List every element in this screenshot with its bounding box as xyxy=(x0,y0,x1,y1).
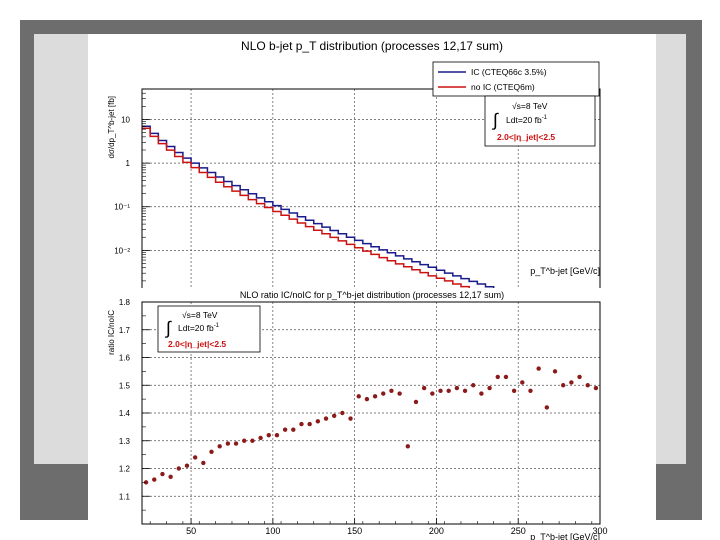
top-y-tick-label: 10⁻² xyxy=(114,246,130,255)
ratio-point xyxy=(569,380,574,385)
ratio-point xyxy=(413,399,419,405)
top-legend: IC (CTEQ66c 3.5%) no IC (CTEQ6m) xyxy=(432,61,600,97)
ratio-point xyxy=(192,455,198,460)
ratio-point xyxy=(593,385,599,391)
top-annotation-lumi: Ldt=20 fb-1 xyxy=(506,115,548,125)
ratio-point xyxy=(201,460,206,466)
bottom-x-tick-label: 200 xyxy=(429,526,444,536)
bottom-y-tick-label: 1.8 xyxy=(119,298,131,307)
ratio-point xyxy=(274,433,280,438)
ratio-point xyxy=(405,444,411,449)
ratio-point xyxy=(340,410,345,416)
bottom-annotation-energy: √s=8 TeV xyxy=(182,310,218,320)
top-y-tick-label: 10⁻¹ xyxy=(114,203,130,212)
ratio-point xyxy=(454,385,460,391)
ratio-point xyxy=(421,385,427,391)
ratio-point xyxy=(299,421,304,427)
bottom-y-tick-label: 1.3 xyxy=(119,437,131,446)
figure: NLO b-jet p_T distribution (processes 12… xyxy=(88,34,656,540)
ratio-point xyxy=(438,388,443,393)
bottom-y-tick-label: 1.2 xyxy=(119,465,131,474)
top-annotation-integral: ∫ xyxy=(491,110,499,130)
top-y-tick-label: 1 xyxy=(126,159,131,168)
top-annotation-eta: 2.0<|η_jet|<2.5 xyxy=(497,132,555,142)
ratio-point xyxy=(250,438,255,443)
top-series-ic xyxy=(142,125,495,288)
ratio-point xyxy=(487,385,492,391)
ratio-point xyxy=(364,396,370,402)
ratio-point xyxy=(511,388,517,393)
ratio-point xyxy=(552,369,558,374)
top-series-noic xyxy=(142,127,470,288)
bottom-y-tick-label: 1.1 xyxy=(119,492,131,501)
ratio-point xyxy=(217,444,222,449)
bottom-annotation-lumi: Ldt=20 fb-1 xyxy=(178,323,220,333)
ratio-point xyxy=(544,405,550,410)
ratio-point xyxy=(258,435,263,441)
bottom-x-tick-label: 300 xyxy=(592,526,607,536)
ratio-point xyxy=(348,416,353,421)
ratio-point xyxy=(356,394,361,399)
ratio-point xyxy=(381,391,386,396)
legend-ic-label: IC (CTEQ66c 3.5%) xyxy=(471,67,547,77)
ratio-point xyxy=(560,383,566,388)
ratio-point xyxy=(242,438,247,443)
top-x-axis-label: p_T^b-jet [GeV/c] xyxy=(530,266,600,276)
ratio-point xyxy=(266,433,271,438)
ratio-point xyxy=(503,374,509,380)
ratio-point xyxy=(291,427,296,432)
ratio-point xyxy=(168,474,173,480)
ratio-point xyxy=(143,480,149,485)
top-y-tick-label: 10 xyxy=(121,115,130,124)
bottom-x-tick-label: 250 xyxy=(511,526,526,536)
bottom-y-tick-label: 1.4 xyxy=(119,409,131,418)
ratio-point xyxy=(528,388,533,393)
bottom-x-tick-label: 100 xyxy=(265,526,280,536)
bottom-y-axis-label: ratio IC/noIC xyxy=(107,310,116,355)
ratio-point xyxy=(152,477,157,482)
top-annotation-energy: √s=8 TeV xyxy=(512,101,548,111)
ratio-point xyxy=(389,388,394,393)
legend-noic-label: no IC (CTEQ6m) xyxy=(471,82,535,92)
ratio-point xyxy=(176,466,182,471)
ratio-point xyxy=(577,374,582,380)
ratio-point xyxy=(495,374,500,380)
bottom-chart: NLO ratio IC/noIC for p_T^b-jet distribu… xyxy=(107,290,608,540)
ratio-point xyxy=(585,383,590,388)
ratio-point xyxy=(462,388,468,393)
ratio-point xyxy=(233,441,239,446)
ratio-point xyxy=(471,383,476,388)
ratio-point xyxy=(323,416,329,421)
ratio-point xyxy=(315,419,321,424)
ratio-point xyxy=(372,394,378,399)
ratio-point xyxy=(307,421,312,427)
top-annotation-box: √s=8 TeV ∫ Ldt=20 fb-1 2.0<|η_jet|<2.5 xyxy=(484,95,596,147)
top-plot-frame xyxy=(141,88,601,288)
bottom-x-tick-label: 150 xyxy=(347,526,362,536)
bottom-chart-title: NLO ratio IC/noIC for p_T^b-jet distribu… xyxy=(240,290,504,300)
ratio-point xyxy=(225,441,231,446)
bottom-y-tick-label: 1.5 xyxy=(119,381,131,390)
top-chart-title: NLO b-jet p_T distribution (processes 12… xyxy=(241,39,503,53)
bottom-annotation-box: √s=8 TeV ∫ Ldt=20 fb-1 2.0<|η_jet|<2.5 xyxy=(157,305,261,353)
ratio-point xyxy=(479,391,484,396)
top-chart: NLO b-jet p_T distribution (processes 12… xyxy=(107,39,601,288)
ratio-point xyxy=(209,449,214,455)
ratio-point xyxy=(184,463,190,468)
ratio-point xyxy=(397,391,402,396)
ratio-point xyxy=(446,388,451,393)
ratio-point xyxy=(282,427,288,432)
bottom-x-tick-label: 50 xyxy=(186,526,196,536)
ratio-point xyxy=(520,380,525,385)
ratio-point xyxy=(430,391,435,396)
bottom-x-axis-label: p_T^b-jet [GeV/c] xyxy=(530,532,600,540)
ratio-point xyxy=(536,366,541,371)
ratio-point xyxy=(160,471,165,477)
top-y-axis-label: dσ/dp_T^b-jet [fb] xyxy=(107,96,116,159)
bottom-annotation-eta: 2.0<|η_jet|<2.5 xyxy=(168,339,226,349)
ratio-point xyxy=(331,413,337,418)
bottom-y-tick-label: 1.7 xyxy=(119,326,131,335)
bottom-y-tick-label: 1.6 xyxy=(119,354,131,363)
bottom-annotation-integral: ∫ xyxy=(164,318,172,338)
